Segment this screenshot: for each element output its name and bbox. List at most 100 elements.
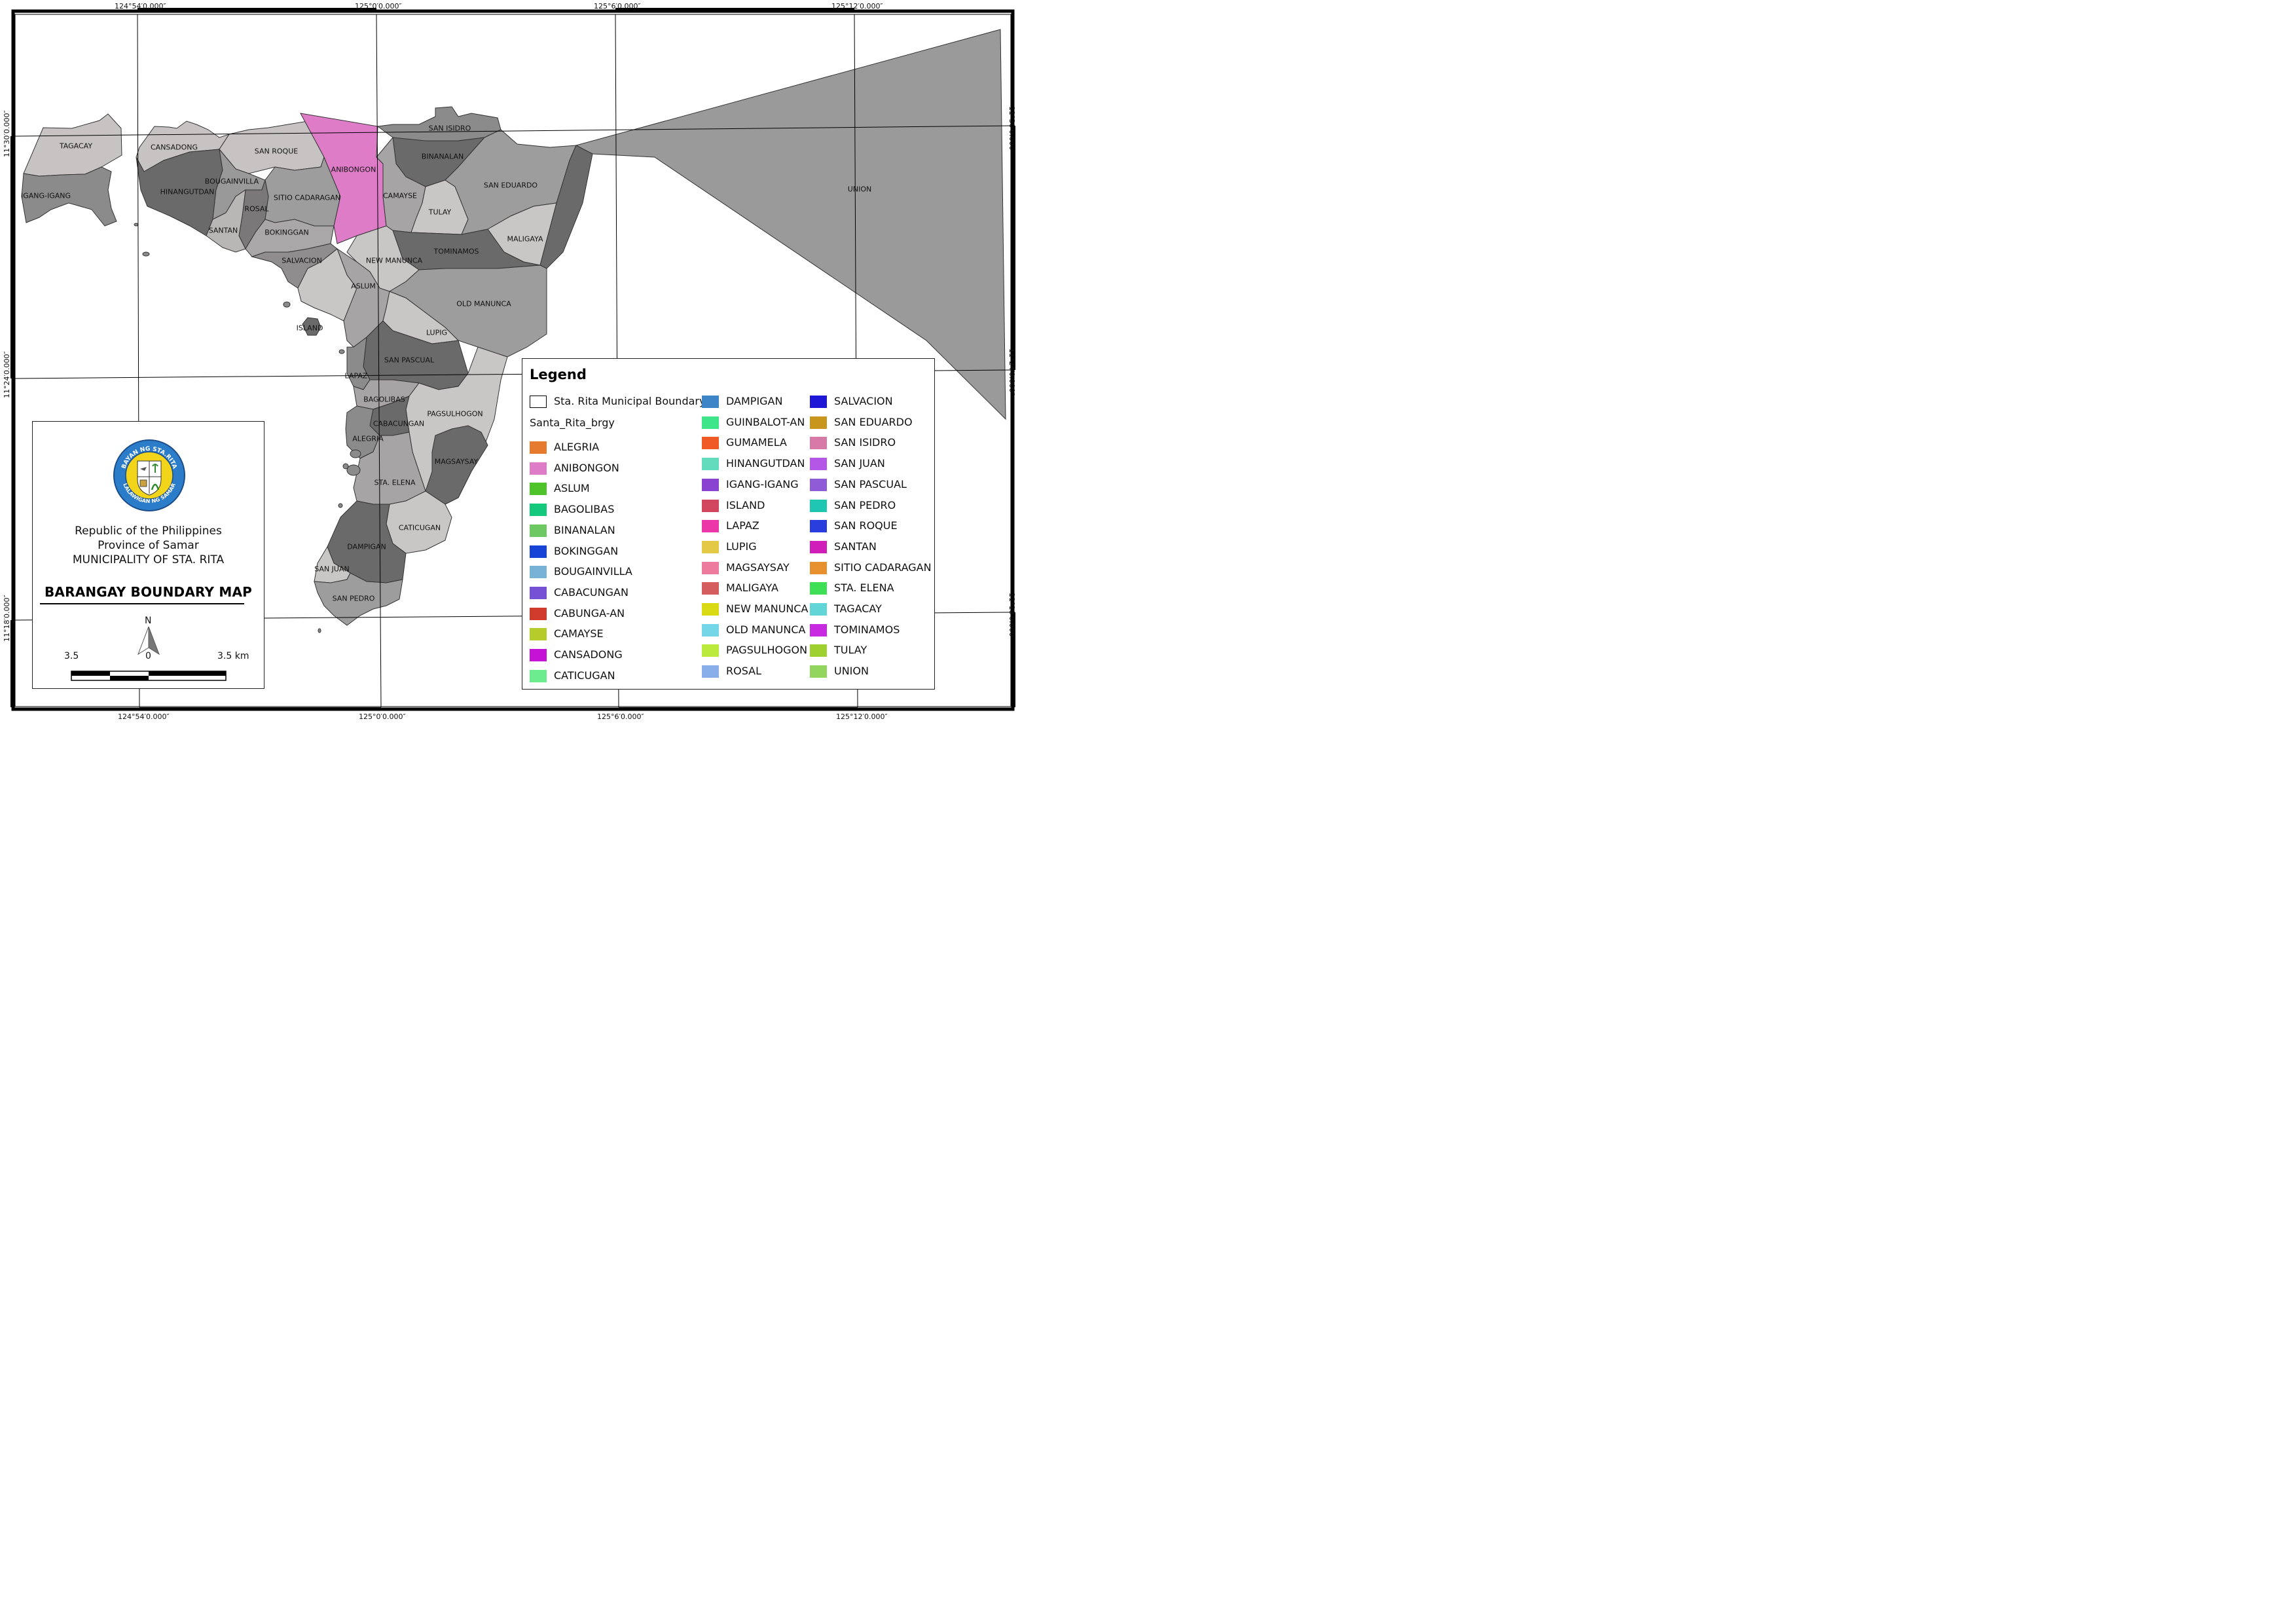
legend-title: Legend — [530, 367, 587, 382]
legend-swatch — [810, 478, 827, 491]
legend-label: TAGACAY — [834, 602, 882, 615]
scale-right-label: 3.5 km — [217, 651, 249, 661]
label-santan: SANTAN — [208, 226, 238, 235]
label-san-pascual: SAN PASCUAL — [384, 356, 435, 365]
label-tulay: TULAY — [428, 208, 452, 217]
legend-swatch — [810, 582, 827, 595]
legend-label: CABUNGA-AN — [554, 606, 625, 619]
legend-label: MALIGAYA — [726, 581, 778, 595]
legend-label: TOMINAMOS — [834, 623, 900, 636]
legend-swatch — [530, 524, 547, 537]
boundary-swatch — [530, 396, 547, 408]
legend-swatch — [530, 483, 547, 496]
label-pagsulhogon: PAGSULHOGON — [427, 409, 483, 418]
legend-label: STA. ELENA — [834, 581, 894, 595]
legend-label: BOKINGGAN — [554, 544, 619, 557]
label-bokinggan: BOKINGGAN — [264, 228, 309, 237]
label-union: UNION — [847, 185, 872, 194]
label-san-eduardo: SAN EDUARDO — [483, 181, 538, 190]
legend-swatch — [530, 607, 547, 620]
label-magsaysay: MAGSAYSAY — [434, 457, 479, 466]
magsaysay-region[interactable] — [425, 425, 488, 505]
legend-swatch — [810, 437, 827, 450]
legend-label: BAGOLIBAS — [554, 503, 615, 516]
legend-swatch — [702, 623, 719, 637]
legend-label: HINANGUTDAN — [726, 457, 805, 470]
legend-label: CAMAYSE — [554, 627, 604, 640]
coord-bottom-2: 125°0′0.000″ — [359, 712, 406, 721]
igang-igang-region[interactable] — [21, 166, 117, 227]
legend-swatch — [530, 504, 547, 517]
legend-label: ISLAND — [726, 498, 765, 511]
legend-swatch — [530, 441, 547, 454]
label-old-manunca: OLD MANUNCA — [456, 299, 511, 308]
municipal-seal: BAYAN NG STA.RITA LALAWIGAN NG SAMAR — [113, 439, 185, 511]
legend-swatch — [702, 582, 719, 595]
legend-swatch — [702, 478, 719, 491]
legend-swatch — [702, 644, 719, 657]
legend-label: NEW MANUNCA — [726, 602, 809, 615]
label-salvacion: SALVACION — [282, 256, 322, 265]
label-cansadong: CANSADONG — [150, 143, 198, 152]
legend-swatch — [530, 649, 547, 661]
legend-swatch — [702, 665, 719, 678]
legend-swatch — [702, 561, 719, 574]
legend-swatch — [810, 623, 827, 637]
legend-label: MAGSAYSAY — [726, 561, 790, 574]
legend-label: BOUGAINVILLA — [554, 565, 632, 578]
coord-bottom-1: 124°54′0.000″ — [118, 712, 170, 721]
island-region[interactable] — [302, 317, 321, 336]
label-sitio-cadaragan: SITIO CADARAGAN — [273, 193, 341, 202]
legend-label: SAN PASCUAL — [834, 477, 907, 490]
label-binanalan: BINANALAN — [421, 152, 464, 161]
legend-swatch — [810, 561, 827, 574]
legend-label: ASLUM — [554, 482, 590, 495]
north-arrow-icon — [137, 626, 160, 655]
label-anibongon: ANIBONGON — [331, 165, 376, 174]
legend-label: CANSADONG — [554, 648, 623, 661]
label-rosal: ROSAL — [244, 204, 269, 213]
legend-label: SANTAN — [834, 540, 877, 553]
west-coast-aslum — [297, 248, 357, 322]
label-tagacay: TAGACAY — [59, 141, 93, 151]
legend-label: TULAY — [834, 644, 867, 657]
legend-swatch — [810, 520, 827, 533]
label-igang-igang: IGANG-IGANG — [20, 191, 71, 200]
coord-top-3: 125°6′0.000″ — [594, 2, 641, 10]
coord-left-3: 11°18′0.000″ — [3, 595, 11, 642]
legend-swatch — [530, 566, 547, 579]
santan-region[interactable] — [206, 189, 246, 253]
coord-right-1: 11°30′0.000″ — [1008, 106, 1016, 153]
coord-left-2: 11°24′0.000″ — [3, 351, 11, 398]
coord-top-1: 124°54′0.000″ — [115, 2, 166, 10]
coord-top-4: 125°12′0.000″ — [831, 2, 883, 10]
legend-label: BINANALAN — [554, 523, 615, 536]
coord-right-3: 11°18′0.000″ — [1008, 593, 1016, 640]
legend-swatch — [702, 540, 719, 553]
map-title: BARANGAY BOUNDARY MAP — [44, 584, 253, 600]
legend-swatch — [810, 644, 827, 657]
label-new-manunca: NEW MANUNCA — [365, 256, 423, 265]
label-lupig: LUPIG — [426, 328, 448, 337]
coord-bottom-3: 125°6′0.000″ — [597, 712, 644, 721]
label-san-pedro: SAN PEDRO — [332, 594, 375, 603]
legend-label: GUMAMELA — [726, 436, 787, 449]
province-line: Province of Samar — [98, 539, 199, 552]
legend-swatch — [810, 603, 827, 616]
label-lapaz: LAPAZ — [344, 371, 368, 380]
legend-swatch — [530, 545, 547, 558]
label-san-roque: SAN ROQUE — [254, 147, 299, 156]
legend-label: CATICUGAN — [554, 669, 615, 682]
coord-left-1: 11°30′0.000″ — [3, 110, 11, 157]
legend-swatch — [702, 396, 719, 408]
label-caticugan: CATICUGAN — [398, 523, 441, 532]
legend-swatch — [702, 416, 719, 429]
title-underline — [40, 603, 244, 604]
legend-label: DAMPIGAN — [726, 395, 783, 407]
legend-label: SALVACION — [834, 395, 893, 407]
label-camayse: CAMAYSE — [382, 191, 418, 200]
legend-label: SAN EDUARDO — [834, 415, 913, 428]
legend-swatch — [530, 628, 547, 641]
legend-label: ALEGRIA — [554, 441, 600, 453]
legend-swatch — [810, 458, 827, 471]
